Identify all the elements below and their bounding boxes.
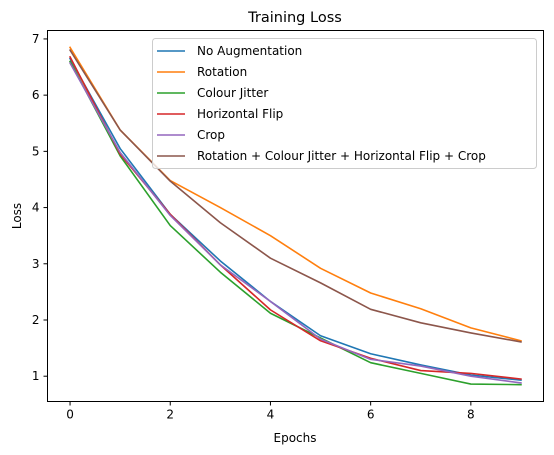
x-tick-label: 4 [267, 408, 275, 422]
series-line-5 [68, 49, 522, 343]
x-tick-label: 6 [367, 408, 375, 422]
x-tick-label: 2 [166, 408, 174, 422]
legend-label-0: No Augmentation [197, 44, 302, 58]
x-axis-label: Epochs [274, 431, 317, 445]
legend-label-1: Rotation [197, 65, 247, 79]
series-line-0 [68, 57, 522, 382]
x-tick-label: 0 [66, 408, 74, 422]
y-tick-label: 1 [32, 369, 40, 383]
plot-lines [68, 46, 522, 386]
series-line-4 [68, 62, 522, 384]
y-tick-label: 3 [32, 257, 40, 271]
plot-frame [47, 30, 544, 402]
legend-label-2: Colour Jitter [197, 86, 268, 100]
x-axis-ticks: 0 2 4 6 8 [66, 401, 475, 422]
legend-label-3: Horizontal Flip [197, 107, 283, 121]
legend-label-5: Rotation + Colour Jitter + Horizontal Fl… [197, 149, 486, 163]
y-tick-label: 6 [32, 88, 40, 102]
y-axis-label: Loss [10, 203, 24, 229]
legend: No Augmentation Rotation Colour Jitter Hori… [152, 38, 537, 169]
y-axis-ticks: 1 2 3 4 5 6 7 [32, 32, 48, 383]
y-tick-label: 2 [32, 313, 40, 327]
legend-label-4: Crop [197, 128, 225, 142]
y-tick-label: 7 [32, 32, 40, 46]
chart-title: Training Loss [247, 10, 342, 26]
y-tick-label: 4 [32, 201, 40, 215]
y-tick-label: 5 [32, 144, 40, 158]
x-tick-label: 8 [467, 408, 475, 422]
legend-box [152, 38, 537, 169]
